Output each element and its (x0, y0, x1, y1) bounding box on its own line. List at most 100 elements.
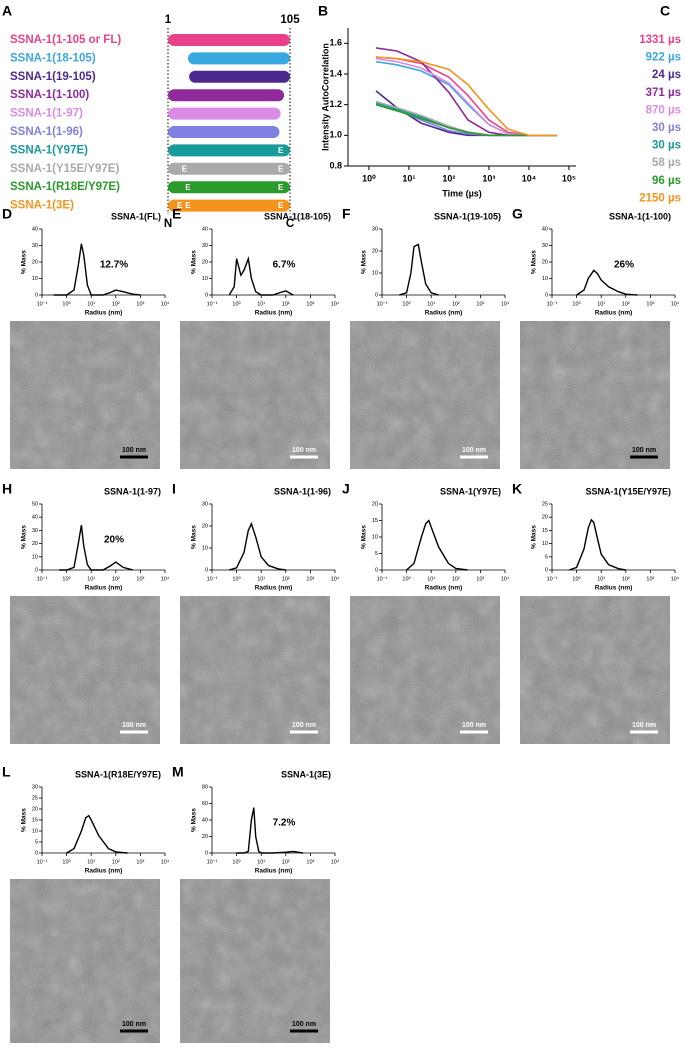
x-tick-label: 10³ (306, 859, 314, 865)
y-tick-label: 1.0 (329, 130, 342, 140)
construct-label: SSNA-1(Y97E) (10, 144, 88, 156)
x-tick-label: 10⁴ (501, 300, 510, 307)
end-label: C (286, 218, 294, 230)
series-line (375, 60, 557, 137)
panel-letter: I (172, 481, 176, 497)
x-tick-label: 10⁻¹ (547, 576, 558, 582)
mutation-label: E (278, 146, 284, 155)
size-distribution (399, 243, 439, 296)
x-tick-label: 10³ (476, 576, 484, 582)
end-label: N (164, 218, 172, 230)
scale-bar-label: 100 nm (292, 722, 316, 729)
y-tick-label: 20 (542, 259, 548, 265)
y-axis-label: % Mass (531, 250, 538, 274)
series-line (375, 47, 557, 137)
y-axis-label: Intensity AutoCorrelation (320, 43, 330, 151)
x-tick-label: 10¹ (257, 859, 265, 865)
scale-bar-label: 100 nm (632, 447, 656, 454)
mass-fraction: 12.7% (100, 260, 128, 271)
construct-bar (168, 144, 290, 157)
x-tick-label: 10⁴ (161, 575, 170, 582)
size-distribution (406, 519, 468, 571)
x-tick-label: 10² (112, 576, 120, 582)
x-axis-label: Radius (nm) (85, 868, 123, 875)
y-tick-label: 10 (32, 554, 38, 560)
x-tick-label: 10⁻¹ (37, 576, 48, 582)
size-distribution (53, 243, 141, 296)
x-tick-label: 10⁰ (402, 300, 411, 307)
decay-time: 58 µs (652, 157, 681, 169)
y-tick-label: 0 (205, 850, 208, 856)
x-tick-label: 10⁰ (62, 300, 71, 307)
construct-label: SSNA-1(Y15E/Y97E) (10, 163, 119, 175)
panel-letter: M (172, 764, 184, 780)
decay-time: 1331 µs (639, 34, 681, 46)
y-tick-label: 30 (202, 501, 208, 507)
x-tick-label: 10² (452, 576, 460, 582)
y-tick-label: 20 (32, 259, 38, 265)
x-tick-label: 10⁰ (232, 300, 241, 307)
y-axis-label: % Mass (361, 525, 368, 549)
panel-title: SSNA-1(18-105) (264, 211, 331, 221)
x-tick-label: 10⁴ (671, 300, 680, 307)
y-tick-label: 10 (202, 276, 208, 282)
x-tick-label: 10³ (646, 301, 654, 307)
y-tick-label: 50 (32, 501, 38, 507)
y-axis-label: % Mass (191, 808, 198, 832)
y-tick-label: 1.2 (329, 99, 342, 109)
x-tick-label: 10⁻¹ (547, 301, 558, 307)
x-tick-label: 10⁴ (522, 173, 536, 183)
x-tick-label: 10² (112, 301, 120, 307)
construct-label: SSNA-1(1-105 or FL) (10, 34, 121, 46)
x-tick-label: 10⁻¹ (377, 301, 388, 307)
x-tick-label: 10² (622, 576, 630, 582)
x-tick-label: 10³ (306, 576, 314, 582)
series-line (375, 102, 557, 137)
em-grain (520, 321, 670, 469)
x-tick-label: 10² (112, 859, 120, 865)
x-axis-label: Radius (nm) (595, 310, 633, 317)
panel-letter: J (342, 481, 350, 497)
x-axis-label: Radius (nm) (255, 310, 293, 317)
construct-bar (168, 162, 290, 175)
y-tick-label: 20 (202, 259, 208, 265)
y-tick-label: 1.6 (329, 38, 342, 48)
y-tick-label: 0 (35, 292, 38, 298)
construct-label: SSNA-1(1-100) (10, 89, 89, 101)
x-tick-label: 10⁻¹ (37, 859, 48, 865)
x-tick-label: 10¹ (257, 301, 265, 307)
panel-title: SSNA-1(19-105) (434, 211, 501, 221)
y-tick-label: 5 (375, 551, 378, 557)
y-tick-label: 20 (202, 523, 208, 529)
y-tick-label: 80 (202, 784, 208, 790)
em-grain (520, 596, 670, 744)
x-tick-label: 10⁰ (572, 575, 581, 582)
mass-fraction: 6.7% (273, 260, 296, 271)
mass-fraction: 7.2% (273, 818, 296, 829)
x-tick-label: 10⁻¹ (377, 576, 388, 582)
tick-label: 1 (165, 14, 172, 26)
x-tick-label: 10⁴ (501, 575, 510, 582)
x-tick-label: 10⁻¹ (207, 576, 218, 582)
y-tick-label: 15 (372, 518, 378, 524)
series-line (375, 56, 557, 137)
y-tick-label: 20 (372, 248, 378, 254)
x-tick-label: 10⁴ (331, 575, 340, 582)
series-line (375, 57, 557, 137)
construct-bar (168, 199, 290, 212)
size-distribution (229, 521, 286, 571)
y-axis-label: % Mass (191, 250, 198, 274)
construct-label: SSNA-1(R18E/Y97E) (10, 181, 120, 193)
y-axis-label: % Mass (21, 525, 28, 549)
size-distribution (59, 524, 134, 571)
construct-bar (189, 70, 290, 83)
y-tick-label: 0 (205, 567, 208, 573)
em-grain (10, 321, 160, 469)
em-grain (180, 596, 330, 744)
x-tick-label: 10³ (646, 576, 654, 582)
x-tick-label: 10² (282, 859, 290, 865)
x-tick-label: 10² (452, 301, 460, 307)
y-axis-label: % Mass (531, 525, 538, 549)
y-tick-label: 60 (202, 801, 208, 807)
